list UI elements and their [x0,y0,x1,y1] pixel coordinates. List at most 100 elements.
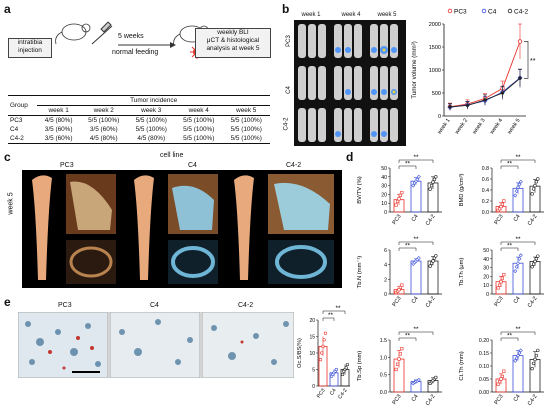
table-cell: 3/5 (60%) [89,126,118,133]
data-point [431,259,435,263]
data-point [500,91,505,95]
y-tick-label: 30 [483,266,489,272]
data-point [531,262,536,266]
data-point [394,367,398,372]
y-tick-label: 6 [384,248,387,254]
y-tick-label: 50 [483,248,489,254]
x-tick-label: C4 [411,296,420,305]
data-point [398,193,402,197]
week-col-header: week 1 [37,105,80,116]
ct-col-label: C4-2 [286,162,302,169]
table-cell: C4-2 [8,134,38,144]
data-point [322,338,326,342]
data-point [534,257,539,261]
y-tick-label: 0.15 [479,351,489,357]
week-col-header: week 2 [80,105,128,116]
data-point [518,253,523,258]
data-point [483,98,487,102]
data-point [429,183,434,188]
x-tick-label: C4-2 [425,214,437,227]
legend-marker [481,8,487,14]
table-cell: 4/5 (80%) [127,134,175,144]
sig-bracket [322,310,346,314]
x-tick-label: C4 [411,214,420,223]
data-point [323,331,328,335]
x-tick-label: C4 [513,394,522,403]
data-point [415,177,420,182]
x-tick-label: PC3 [494,296,505,308]
sig-label: ** [413,236,419,243]
sig-bracket [398,241,434,245]
sig-label: ** [405,161,411,168]
x-tick-label: PC3 [392,394,403,406]
data-point [434,254,438,258]
x-tick-label: week 3 [471,118,486,137]
data-point [431,180,435,184]
x-tick-label: C4-2 [425,394,437,407]
sig-bracket [500,241,536,245]
y-axis-label: Tb.Sp (mm) [357,351,363,382]
data-point [514,189,519,194]
data-point [499,280,503,284]
table-row: PC3 4/5 (80%) 5/5 (100%) 5/5 (100%) 5/5 … [8,116,270,126]
y-axis-label: Oc.S/BS(%) [297,338,303,368]
data-point [344,366,348,370]
data-point [518,348,523,353]
data-point [517,39,523,44]
y-axis-label: Tb.Th (μm) [459,258,465,287]
x-tick-label: PC3 [392,214,403,226]
data-point [321,344,325,349]
mouse-icon [55,23,91,45]
table-cell: 5/5 (100%) [183,126,215,133]
data-point [432,177,437,182]
table-cell: 5/5 (100%) [88,117,120,124]
tbth-chart: 0 10 20 30 40 50 Tb.Th (μm) PC3 C4 C4-2 **** [459,236,544,309]
data-point [514,264,519,269]
sig-bracket [524,41,529,79]
table-cell: 5/5 (100%) [174,134,223,144]
cell-line-header: cell line [160,152,184,159]
legend-marker [447,8,453,14]
panel-label-b: b [282,2,290,16]
week-col-header: week 3 [127,105,175,116]
legend-marker [507,8,513,14]
sig-label: ** [507,161,513,168]
x-tick-label: week 1 [436,118,451,137]
sig-bracket [500,247,519,251]
y-tick-label: 50 [381,166,387,172]
y-tick-label: 5 [312,368,315,374]
micro-ct-images [22,170,342,288]
ct-col-label: C4 [188,162,197,169]
analysis-line-2: μCT & histological [206,37,260,44]
table-cell: 4/5 (80%) [44,117,73,124]
x-tick-label: C4 [513,214,522,223]
data-point [502,273,506,277]
data-point [530,366,534,371]
data-point [416,256,421,261]
panel-label-c: c [4,150,11,164]
table-cell: 5/5 (100%) [230,126,262,133]
data-point [515,185,521,190]
data-point [397,197,401,201]
y-tick-label: 1.5 [380,338,387,344]
data-point [448,105,452,109]
table-cell: 5/5 (100%) [222,134,270,144]
x-tick-label: PC3 [392,296,403,308]
ct-col-label: PC3 [60,162,74,169]
y-tick-label: 0 [486,292,489,298]
histo-col-label: C4-2 [238,302,254,309]
y-tick-label: 0.10 [479,364,489,370]
data-point [534,353,539,358]
y-axis-label: BMD (g/cm³) [459,174,465,207]
data-point [400,347,404,351]
data-point [345,362,350,367]
data-point [497,283,502,287]
bli-row-label: C4-2 [283,117,290,131]
data-point [434,375,438,380]
y-axis-label: Tb.N (mm⁻¹) [357,256,363,289]
x-tick-label: C4-2 [337,388,348,401]
sig-label: ** [413,154,419,161]
data-point [499,377,503,381]
sig-bracket [500,331,536,335]
bli-mice-image [298,24,398,142]
